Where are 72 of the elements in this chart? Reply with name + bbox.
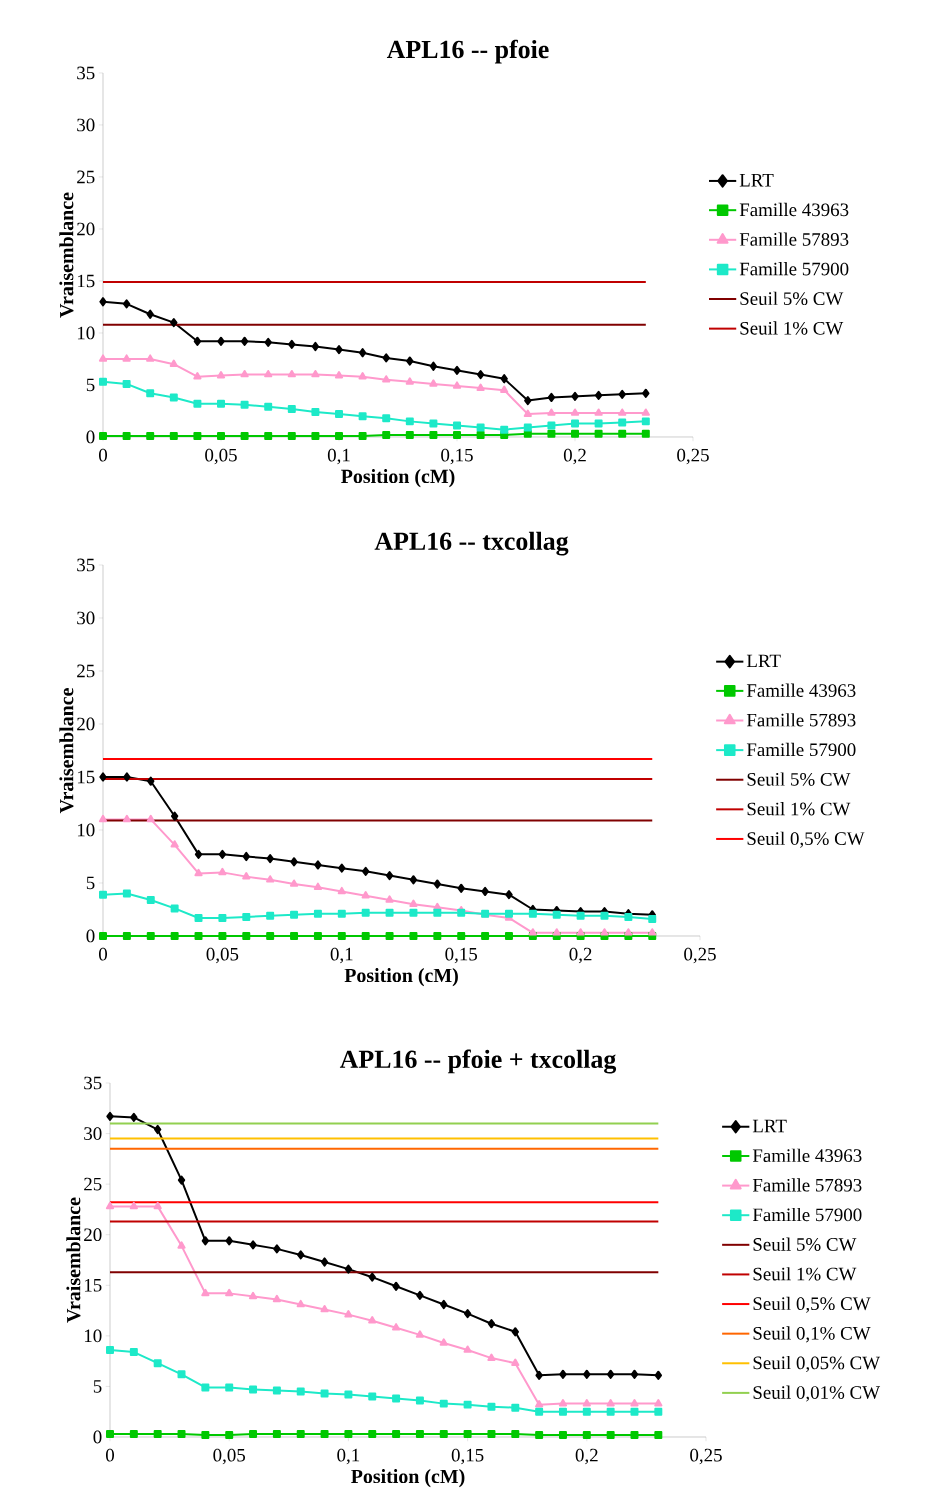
legend-label: Famille 57900 <box>752 1207 862 1222</box>
x-tick-label: 0,15 <box>441 448 473 465</box>
y-tick-label: 20 <box>77 222 95 236</box>
legend-label: LRT <box>752 1119 787 1133</box>
x-axis-title: Position (cM) <box>341 469 455 488</box>
y-tick-label: 25 <box>77 170 95 184</box>
chart-title: APL16 -- pfoie + txcollag <box>339 1049 617 1074</box>
y-tick-label: 35 <box>77 558 95 572</box>
legend-label: LRT <box>746 654 781 668</box>
y-axis-title: Vraisemblance <box>59 192 74 318</box>
y-tick-label: 0 <box>86 430 95 444</box>
legend-label: Seuil 1% CW <box>740 321 844 335</box>
legend-label: Seuil 5% CW <box>747 772 851 786</box>
legend-label: Seuil 0,05% CW <box>753 1355 881 1372</box>
y-tick-label: 10 <box>77 823 95 837</box>
x-tick-label: 0,15 <box>451 1448 484 1465</box>
y-tick-label: 10 <box>77 326 95 340</box>
y-tick-label: 30 <box>77 611 95 625</box>
chart-title: APL16 -- pfoie <box>386 39 549 64</box>
y-axis-title: Vraisemblance <box>59 688 74 814</box>
x-tick-label: 0,25 <box>677 448 709 465</box>
y-tick-label: 5 <box>93 1380 102 1393</box>
chart-title: APL16 -- txcollag <box>374 531 569 556</box>
x-tick-label: 0,05 <box>205 448 237 465</box>
x-tick-label: 0 <box>105 1448 114 1462</box>
x-tick-label: 0,1 <box>327 448 350 465</box>
y-tick-label: 20 <box>77 717 95 731</box>
legend-label: Seuil 0,1% CW <box>753 1326 871 1343</box>
legend-label: Seuil 0,5% CW <box>753 1296 871 1313</box>
legend-label: Famille 43963 <box>739 202 849 217</box>
y-tick-label: 15 <box>77 770 95 784</box>
x-axis-title: Position (cM) <box>351 1469 465 1488</box>
legend-label: Seuil 1% CW <box>747 802 851 816</box>
y-tick-label: 0 <box>86 929 95 943</box>
y-tick-label: 5 <box>86 378 95 392</box>
y-tick-label: 0 <box>93 1430 102 1444</box>
legend-label: Famille 57900 <box>746 742 856 757</box>
x-tick-label: 0,1 <box>330 947 353 964</box>
y-tick-label: 20 <box>84 1228 102 1242</box>
legend-label: Famille 57893 <box>746 713 856 727</box>
legend-label: Famille 57893 <box>739 232 849 246</box>
x-tick-label: 0,15 <box>445 947 478 964</box>
x-tick-label: 0,2 <box>575 1448 598 1465</box>
y-tick-label: 15 <box>84 1278 102 1292</box>
y-axis-title: Vraisemblance <box>66 1197 81 1323</box>
legend-label: Seuil 0,5% CW <box>747 831 865 848</box>
x-tick-label: 0,25 <box>690 1448 722 1465</box>
y-tick-label: 35 <box>84 1076 102 1090</box>
x-tick-label: 0,25 <box>684 947 716 964</box>
x-tick-label: 0,05 <box>213 1448 246 1465</box>
y-tick-label: 35 <box>77 66 95 80</box>
y-tick-label: 30 <box>84 1127 102 1140</box>
legend-label: Seuil 1% CW <box>753 1267 857 1281</box>
y-tick-label: 25 <box>77 664 95 678</box>
legend-label: Famille 57900 <box>739 262 849 276</box>
x-tick-label: 0,1 <box>337 1448 360 1465</box>
legend-label: Seuil 5% CW <box>753 1237 857 1251</box>
x-tick-label: 0,05 <box>206 947 239 964</box>
legend-label: Seuil 0,01% CW <box>753 1385 881 1402</box>
x-axis-title: Position (cM) <box>344 968 458 987</box>
y-tick-label: 10 <box>84 1329 102 1343</box>
legend-label: Famille 43963 <box>746 683 856 697</box>
legend-label: Seuil 5% CW <box>740 291 844 306</box>
legend-label: Famille 43963 <box>752 1148 862 1162</box>
y-tick-label: 5 <box>86 876 95 890</box>
x-tick-label: 0,2 <box>569 947 592 964</box>
y-tick-label: 30 <box>77 118 95 132</box>
legend-label: LRT <box>739 174 774 187</box>
y-tick-label: 15 <box>77 274 95 288</box>
x-tick-label: 0,2 <box>563 448 586 465</box>
legend-label: Famille 57893 <box>752 1178 862 1192</box>
y-tick-label: 25 <box>84 1177 102 1191</box>
